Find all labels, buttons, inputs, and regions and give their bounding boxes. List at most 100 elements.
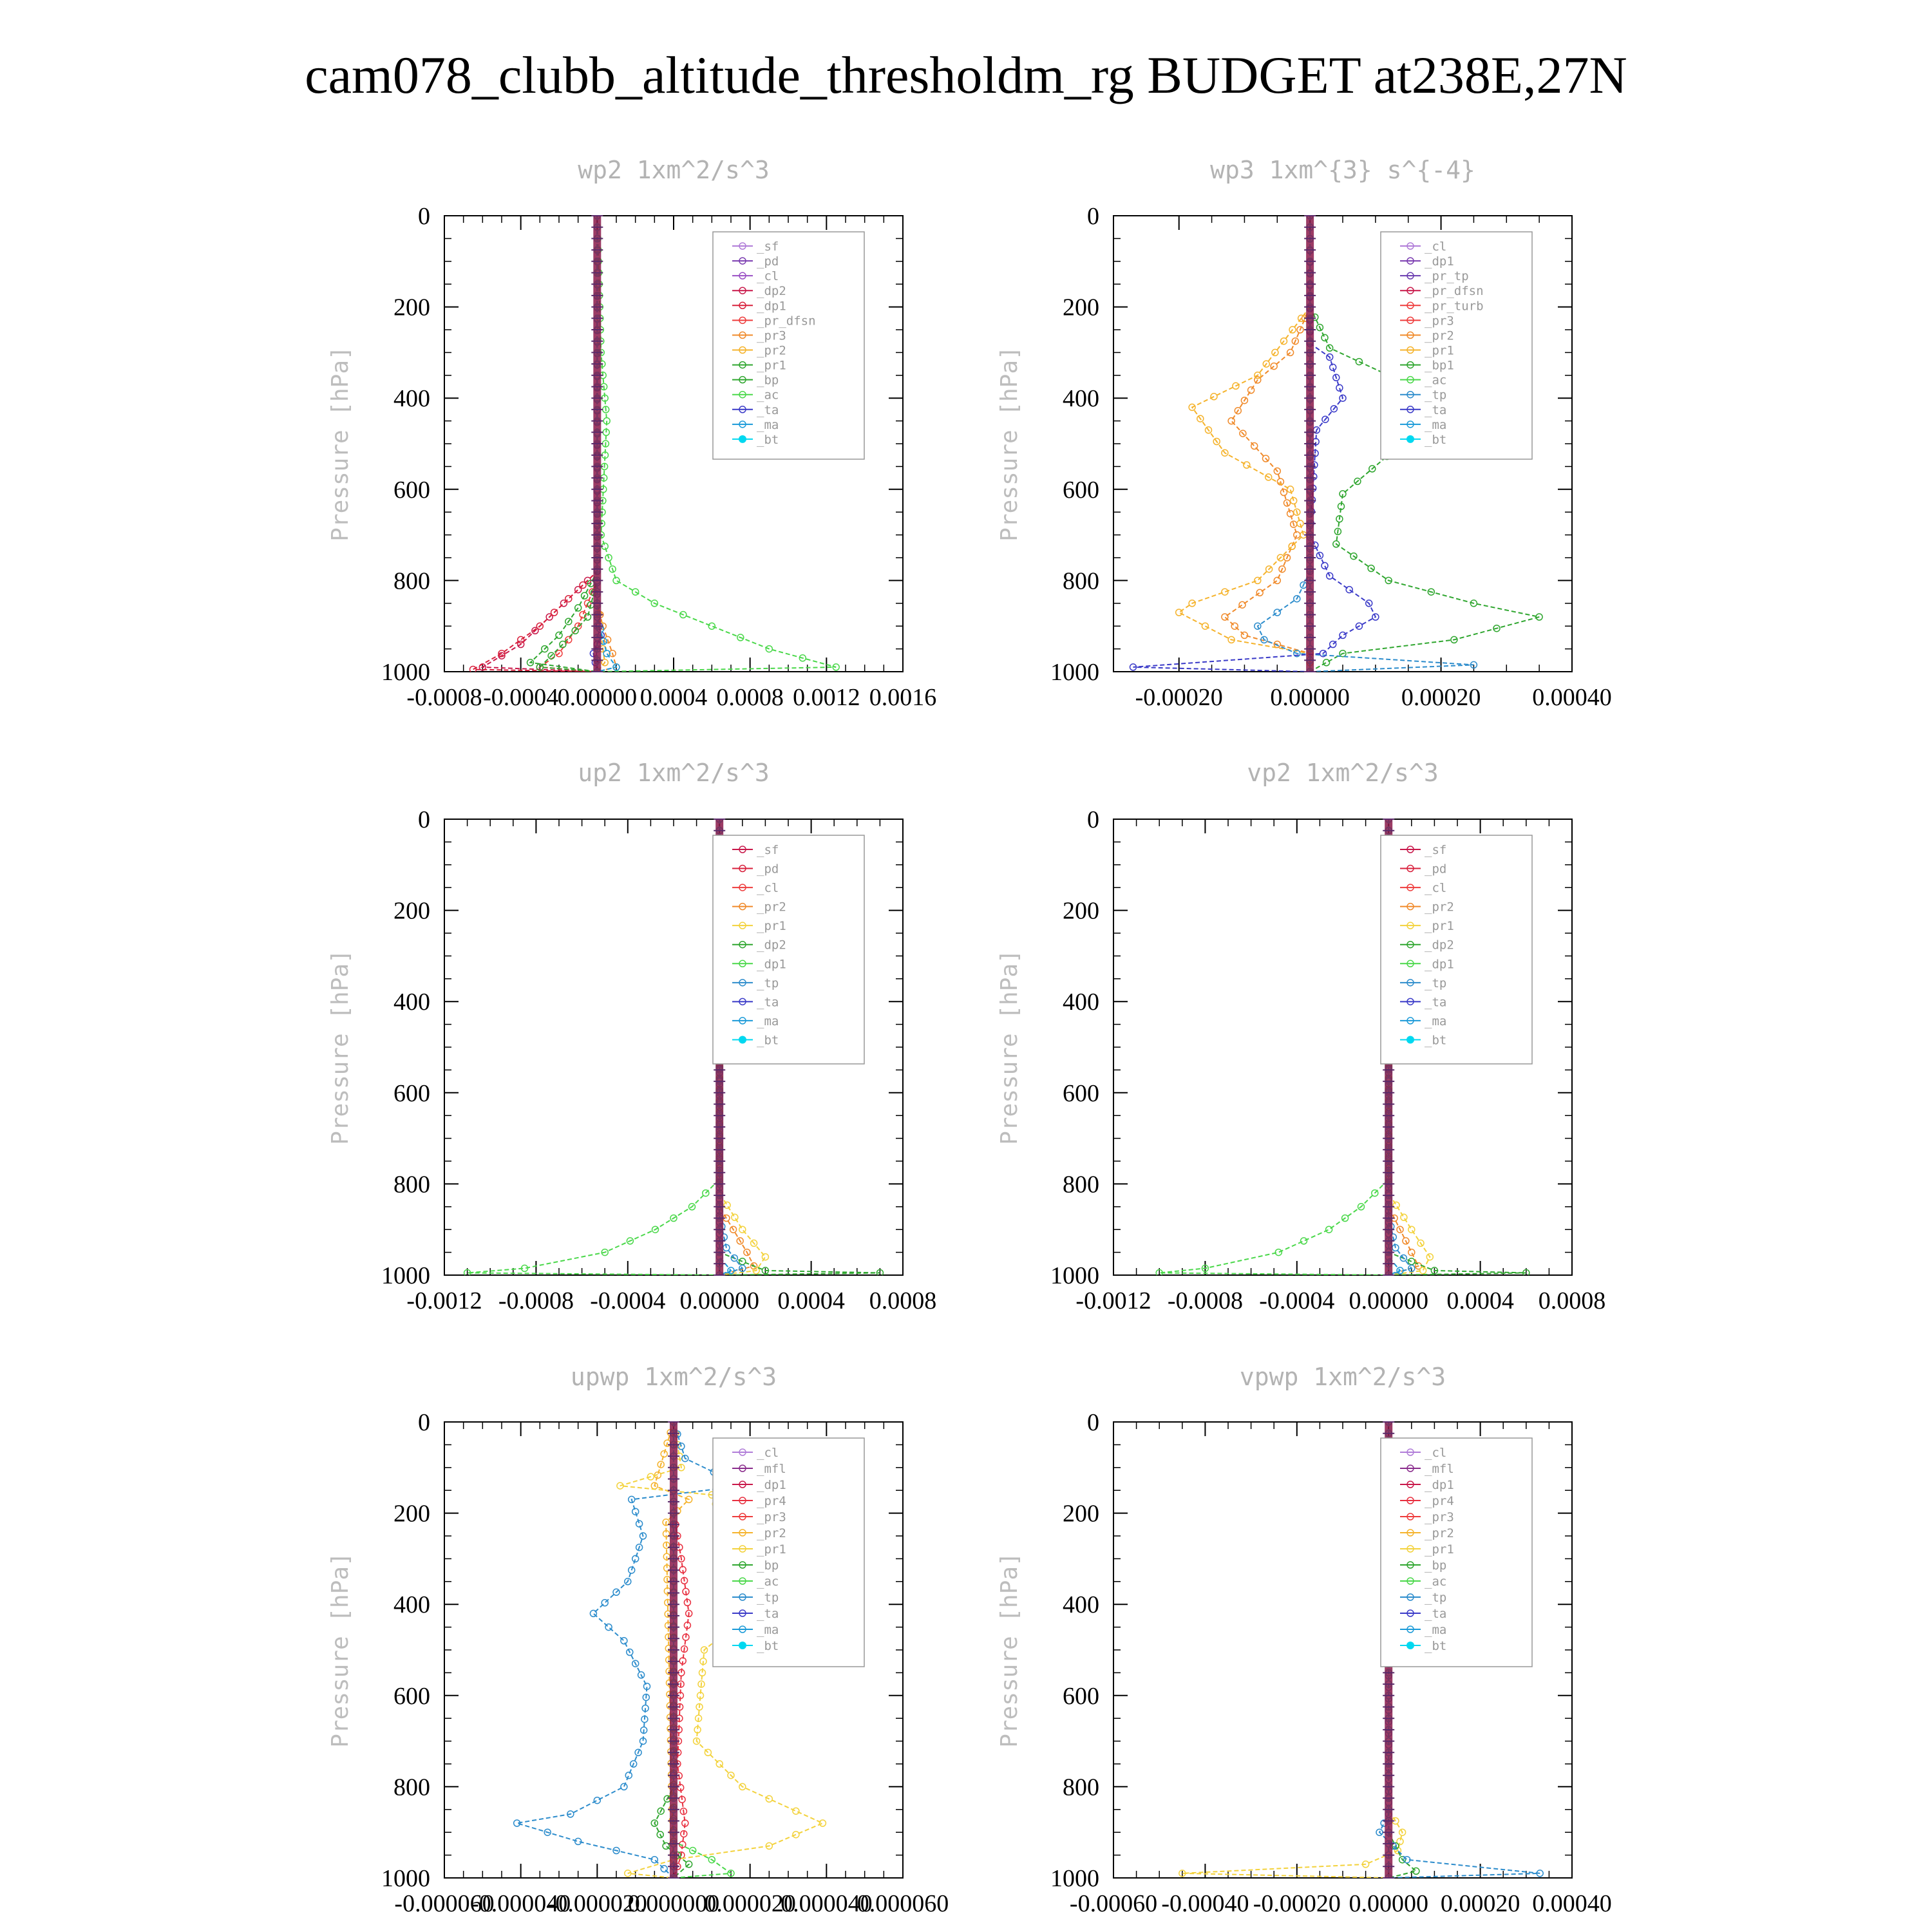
legend-marker <box>1406 1625 1414 1633</box>
subplot-title: wp3 1xm^{3} s^{-4} <box>1210 156 1475 184</box>
data-point <box>1426 1253 1434 1261</box>
legend-label: _dp2 <box>757 284 786 298</box>
data-point <box>1419 1267 1427 1274</box>
data-point <box>685 1609 693 1618</box>
data-point <box>1293 594 1301 603</box>
legend-box <box>712 835 865 1065</box>
data-point <box>1325 353 1334 361</box>
data-point <box>565 618 573 625</box>
legend-label: _cl <box>1425 881 1446 895</box>
data-point <box>1412 1867 1420 1875</box>
legend-label: _pd <box>757 254 779 269</box>
legend-label: _ac <box>757 1575 779 1589</box>
data-point <box>681 1819 689 1827</box>
data-point <box>1296 520 1304 527</box>
data-point <box>1221 449 1229 457</box>
y-tick-label: 200 <box>393 1501 430 1528</box>
legend-label: _ma <box>757 1014 779 1028</box>
y-tick-label: 1000 <box>1050 1262 1099 1289</box>
legend-marker <box>1406 1448 1414 1456</box>
data-point <box>660 1450 668 1458</box>
legend-marker <box>739 1529 746 1537</box>
data-point <box>1300 1237 1308 1245</box>
data-point <box>681 1454 689 1463</box>
y-tick-label: 1000 <box>381 659 430 686</box>
data-point <box>683 1598 692 1607</box>
data-point <box>765 1842 773 1850</box>
series-line_dp1 <box>470 216 598 672</box>
legend: _sf _pd _cl _pr2 _pr1 _dp2 _dp1 _tp _ta _ma _bt <box>1380 835 1533 1065</box>
legend-label: _bt <box>1425 1033 1446 1047</box>
x-tick-label: 0.000020 <box>704 1890 796 1917</box>
x-tick-label: 0.00040 <box>1532 684 1612 711</box>
data-point <box>1392 1201 1400 1209</box>
y-tick-label: 1000 <box>381 1865 430 1892</box>
legend-label: _bt <box>757 1639 779 1653</box>
legend-marker <box>739 1642 746 1649</box>
data-point <box>631 1555 639 1563</box>
data-point <box>1273 576 1282 585</box>
x-tick-label: 0.0012 <box>793 684 860 711</box>
data-point <box>1396 1837 1404 1846</box>
data-point <box>520 1264 529 1273</box>
data-point <box>1361 1861 1370 1868</box>
legend-marker <box>739 1017 746 1025</box>
data-point <box>1339 490 1347 498</box>
x-tick-label: -0.0008 <box>498 1287 574 1314</box>
data-point <box>650 600 659 607</box>
data-point <box>1522 1269 1530 1275</box>
data-point <box>682 1633 690 1641</box>
data-point <box>625 1771 633 1779</box>
legend-label: _pr2 <box>757 344 786 358</box>
data-point <box>688 1203 696 1211</box>
legend-marker <box>739 940 746 949</box>
legend-marker <box>739 406 746 413</box>
data-point <box>727 1771 735 1779</box>
data-point <box>603 417 611 425</box>
legend-box <box>1380 1437 1533 1667</box>
legend-marker <box>1406 301 1414 310</box>
data-point <box>603 636 612 644</box>
legend-marker <box>739 1036 746 1044</box>
legend-label: _ma <box>1425 1623 1446 1637</box>
legend-label: _pr1 <box>1425 919 1454 933</box>
data-point <box>1334 527 1342 536</box>
legend-marker <box>739 1448 746 1456</box>
y-axis-label: Pressure [hPa] <box>996 1552 1023 1747</box>
data-point <box>1316 551 1324 560</box>
data-point <box>657 1461 665 1468</box>
x-tick-label: -0.0012 <box>1075 1287 1151 1314</box>
data-point <box>555 631 563 639</box>
legend-label: _bp <box>757 1558 779 1573</box>
legend-marker <box>1406 960 1414 968</box>
legend-label: _bp <box>1425 1558 1446 1573</box>
data-point <box>589 1609 598 1618</box>
data-point <box>559 640 567 649</box>
legend-label: _dp1 <box>757 299 786 313</box>
subplot-5: upwp 1xm^2/s^3 0 200 400 600 800 1000-0.000060… <box>327 1363 949 1917</box>
data-point <box>1238 601 1246 609</box>
data-point <box>583 613 592 621</box>
data-point <box>704 1748 712 1757</box>
x-tick-label: 0.00000 <box>679 1287 759 1314</box>
data-point <box>1288 542 1296 551</box>
legend-marker <box>739 287 746 294</box>
legend: _cl_dp1_pr_tp_pr_dfsn_pr_turb_pr3_pr2_pr… <box>1380 231 1533 460</box>
data-point <box>1256 589 1264 597</box>
data-point <box>1536 1870 1544 1877</box>
legend-label: _cl <box>757 1446 779 1460</box>
legend-marker <box>739 960 746 968</box>
data-point <box>698 1669 706 1677</box>
legend: _sf_pd_cl_dp2_dp1_pr_dfsn_pr3_pr2_pr1_bp… <box>712 231 865 460</box>
legend-marker <box>1406 1545 1414 1553</box>
x-tick-label: 0.00020 <box>1401 684 1481 711</box>
data-point <box>1276 478 1285 486</box>
legend-marker <box>739 1577 746 1585</box>
x-tick-label: -0.0008 <box>406 684 482 711</box>
x-tick-label: 0.0008 <box>716 684 784 711</box>
legend-label: _dp1 <box>757 957 786 971</box>
data-point <box>639 1532 647 1540</box>
series-line_pr1 <box>620 1422 824 1878</box>
data-point <box>1330 404 1338 413</box>
legend-label: _pr1 <box>757 359 786 373</box>
